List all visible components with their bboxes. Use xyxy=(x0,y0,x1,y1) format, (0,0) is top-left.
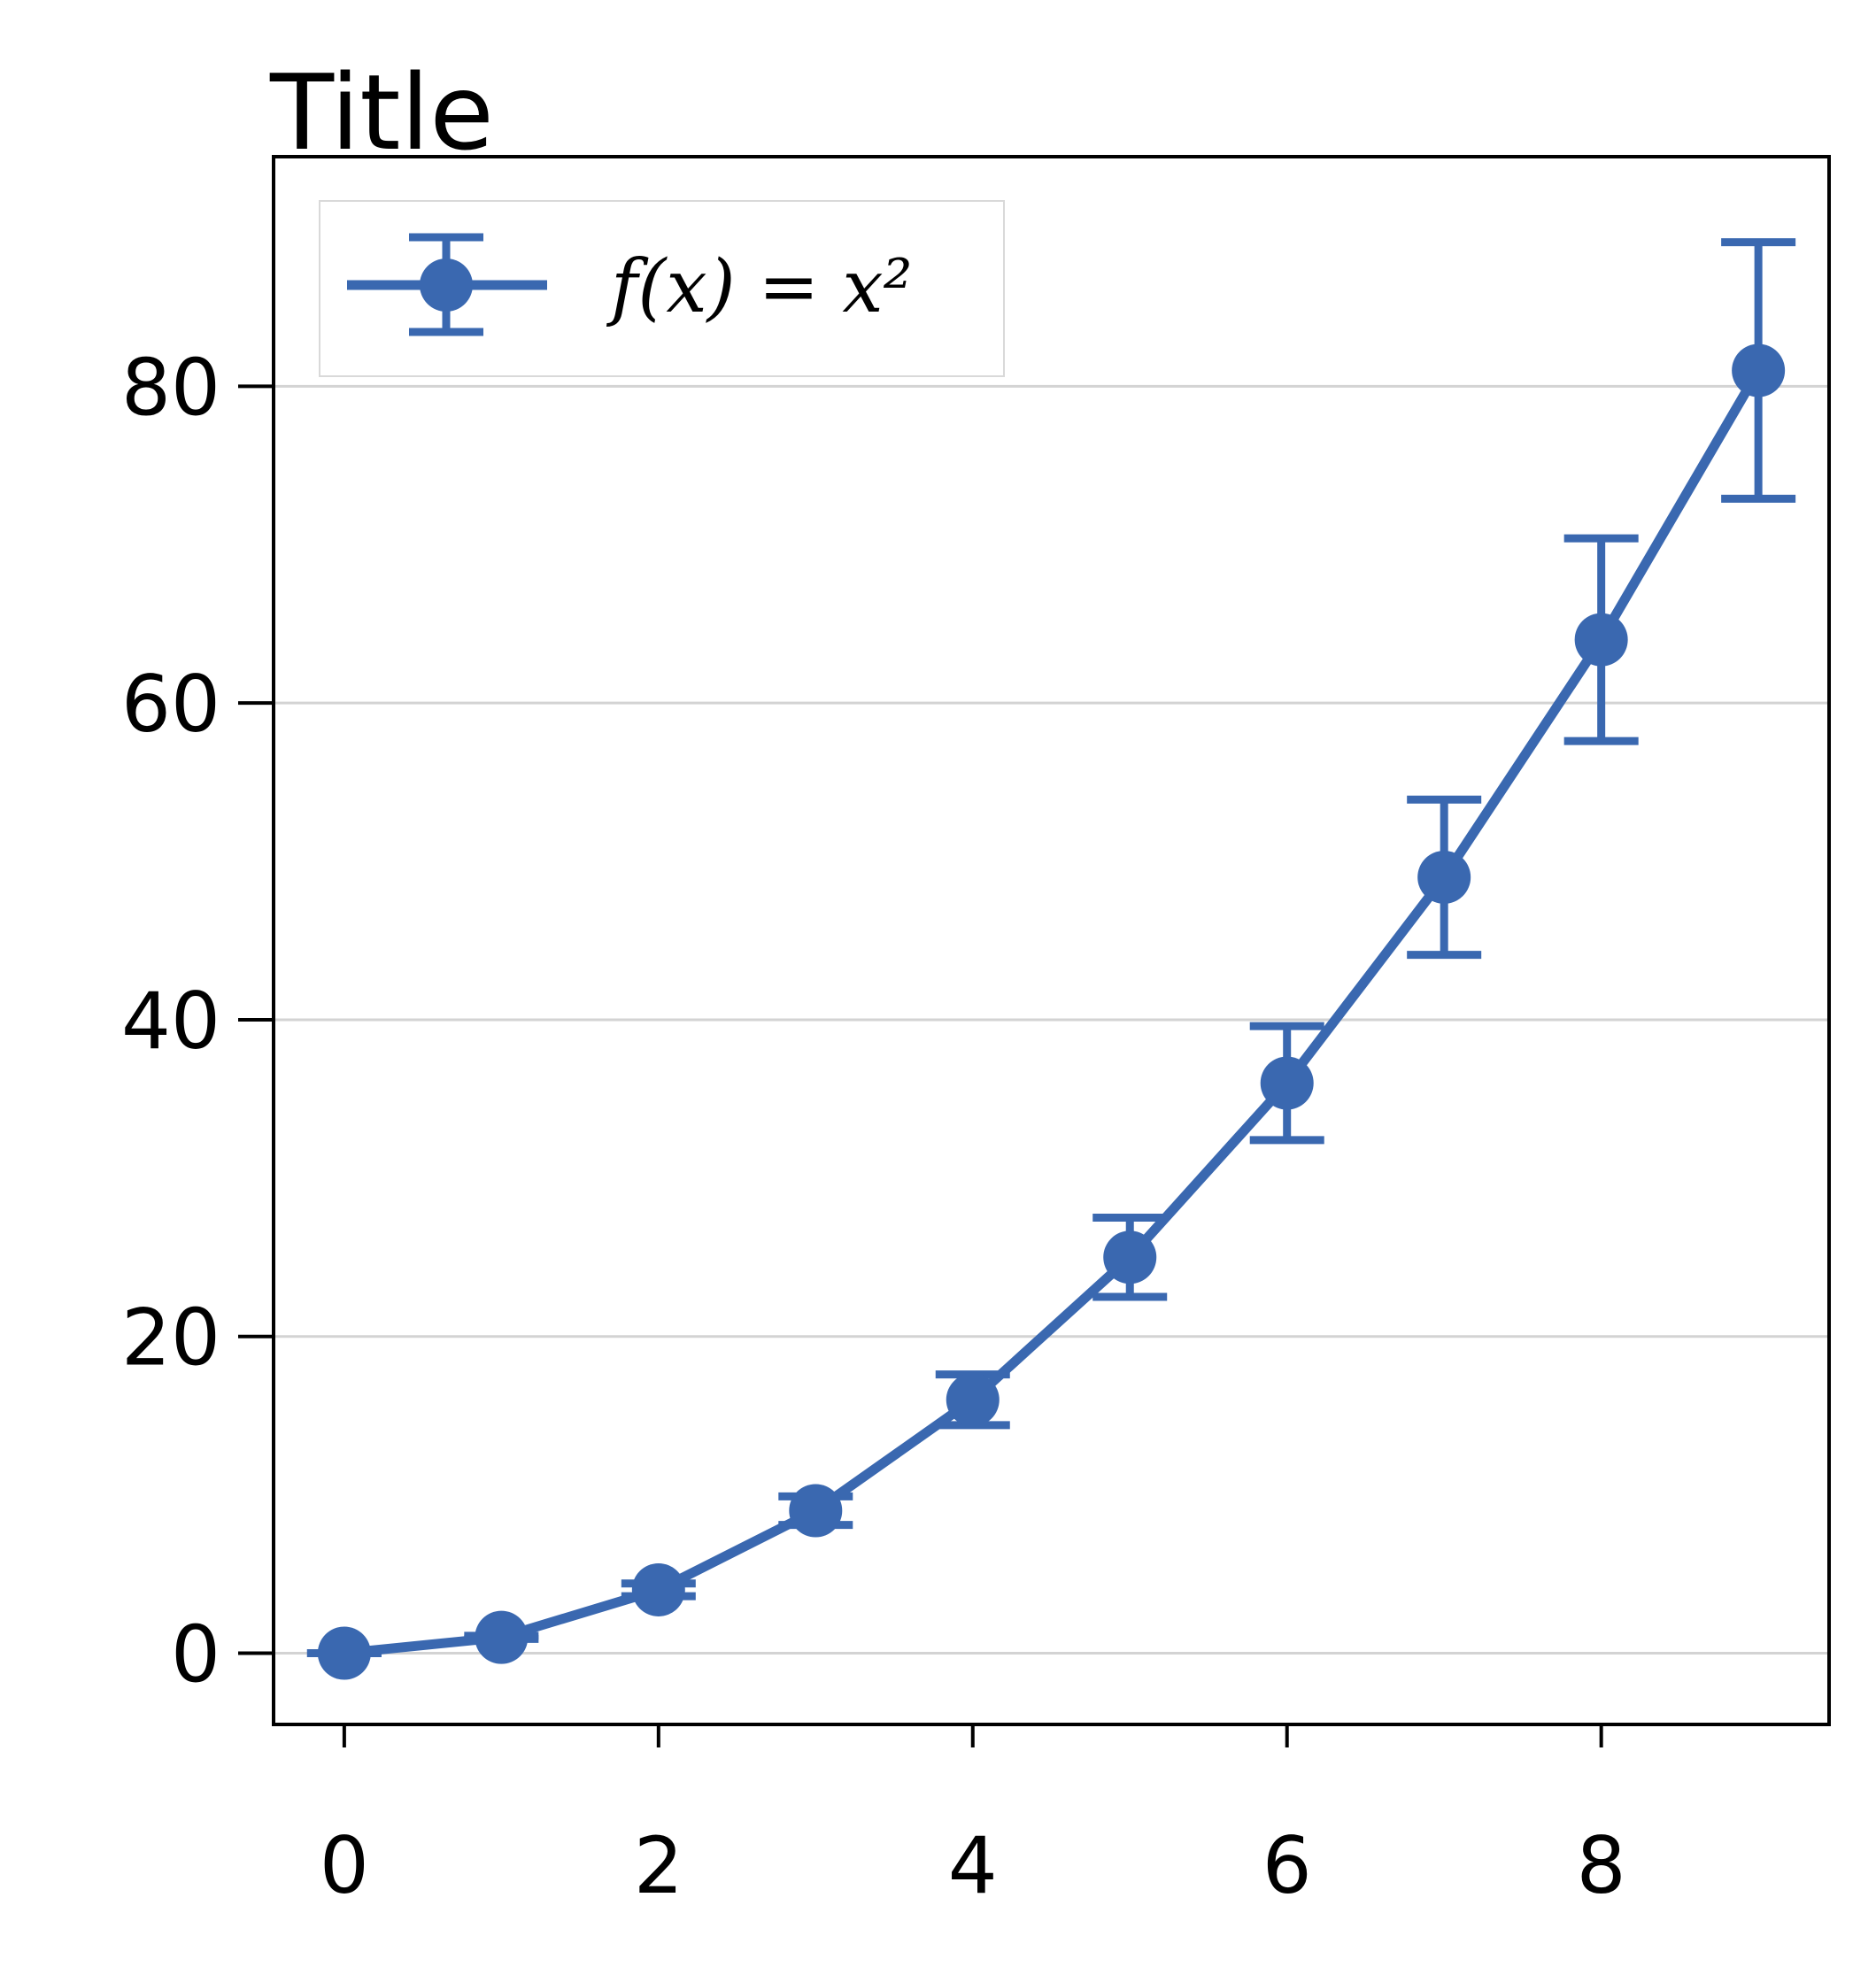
data-point xyxy=(475,1610,529,1664)
y-tick-label: 0 xyxy=(171,1609,220,1701)
data-point xyxy=(631,1562,685,1616)
y-tick-label: 40 xyxy=(121,976,220,1067)
data-point xyxy=(1417,850,1471,904)
series-line xyxy=(344,367,1763,1658)
axis-ticks: 0 20 40 60 80 0 2 4 6 8 xyxy=(121,342,1626,1911)
data-point xyxy=(1732,343,1786,397)
legend: f(x) = x² xyxy=(319,200,1005,377)
gridlines xyxy=(274,384,1829,1655)
legend-marker xyxy=(420,258,473,312)
data-point xyxy=(789,1484,843,1538)
x-tick-label: 2 xyxy=(634,1820,683,1911)
legend-label: f(x) = x² xyxy=(606,245,913,329)
x-tick-label: 6 xyxy=(1262,1820,1312,1911)
x-tick-label: 8 xyxy=(1577,1820,1626,1911)
data-point xyxy=(317,1626,371,1680)
x-tick-label: 4 xyxy=(948,1820,998,1911)
x-tick-label: 0 xyxy=(320,1820,369,1911)
data-point xyxy=(1260,1056,1314,1110)
y-tick-label: 20 xyxy=(121,1292,220,1384)
plot-frame xyxy=(272,155,1831,1726)
data-point xyxy=(1103,1230,1157,1284)
series-layer xyxy=(306,238,1796,1680)
data-point xyxy=(1574,613,1628,667)
y-tick-label: 80 xyxy=(121,342,220,433)
chart-title: Title xyxy=(269,51,494,174)
data-point xyxy=(946,1373,1000,1427)
y-tick-label: 60 xyxy=(121,659,220,750)
